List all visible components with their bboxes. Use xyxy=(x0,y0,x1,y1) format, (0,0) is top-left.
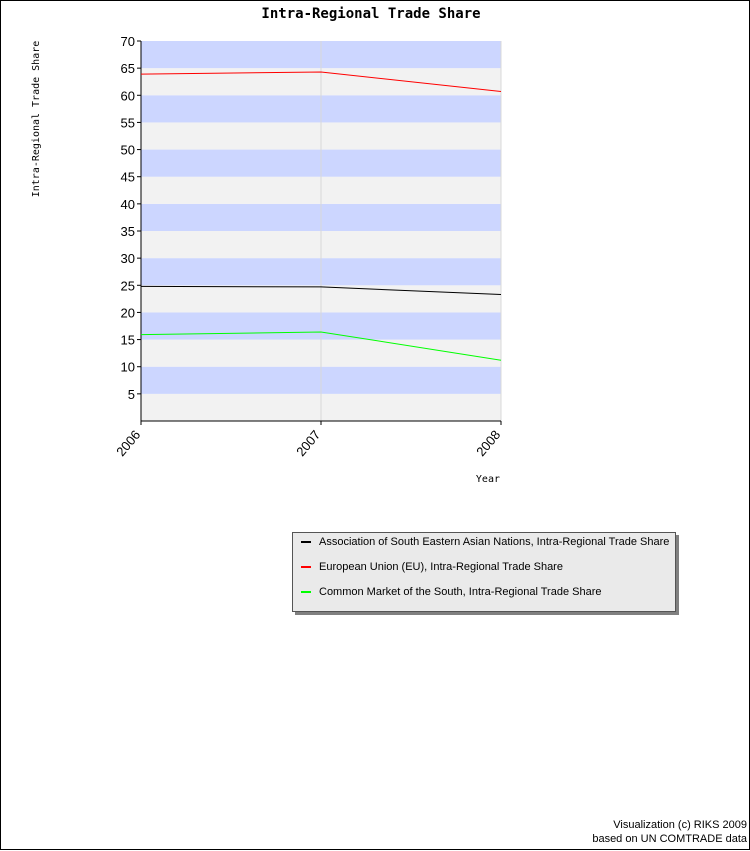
legend-item: Association of South Eastern Asian Natio… xyxy=(301,534,669,550)
y-tick-label: 35 xyxy=(121,224,135,239)
y-tick-label: 55 xyxy=(121,115,135,130)
y-tick-label: 10 xyxy=(121,360,135,375)
series-line xyxy=(140,71,502,92)
chart-title: Intra-Regional Trade Share xyxy=(261,6,480,22)
y-tick-label: 65 xyxy=(121,61,135,76)
y-tick-label: 50 xyxy=(121,143,135,158)
y-tick-label: 25 xyxy=(121,278,135,293)
x-tick-label: 2008 xyxy=(473,427,503,459)
x-tick-label: 2007 xyxy=(293,427,323,459)
legend-item: European Union (EU), Intra-Regional Trad… xyxy=(301,559,563,575)
y-tick-label: 45 xyxy=(121,170,135,185)
legend: Association of South Eastern Asian Natio… xyxy=(292,532,676,612)
y-axis-label: Intra-Regional Trade Share xyxy=(31,41,42,198)
legend-label: Association of South Eastern Asian Natio… xyxy=(319,536,670,548)
credit-line-2: based on UN COMTRADE data xyxy=(592,833,747,845)
y-tick-label: 5 xyxy=(128,387,135,402)
y-tick-label: 30 xyxy=(121,251,135,266)
x-tick-label: 2006 xyxy=(113,427,143,459)
series-line xyxy=(140,331,502,361)
credit-text: Visualization (c) RIKS 2009 based on UN … xyxy=(592,818,747,846)
legend-swatch xyxy=(301,591,311,593)
y-tick-label: 15 xyxy=(121,333,135,348)
legend-swatch xyxy=(301,541,311,543)
legend-label: Common Market of the South, Intra-Region… xyxy=(319,586,602,598)
y-tick-label: 70 xyxy=(121,34,135,49)
y-tick-label: 40 xyxy=(121,197,135,212)
y-tick-label: 20 xyxy=(121,305,135,320)
legend-swatch xyxy=(301,566,311,568)
credit-line-1: Visualization (c) RIKS 2009 xyxy=(613,819,747,831)
legend-item: Common Market of the South, Intra-Region… xyxy=(301,584,601,600)
series-line xyxy=(140,285,502,296)
legend-label: European Union (EU), Intra-Regional Trad… xyxy=(319,561,563,573)
x-axis-label: Year xyxy=(476,474,500,485)
y-tick-label: 60 xyxy=(121,88,135,103)
